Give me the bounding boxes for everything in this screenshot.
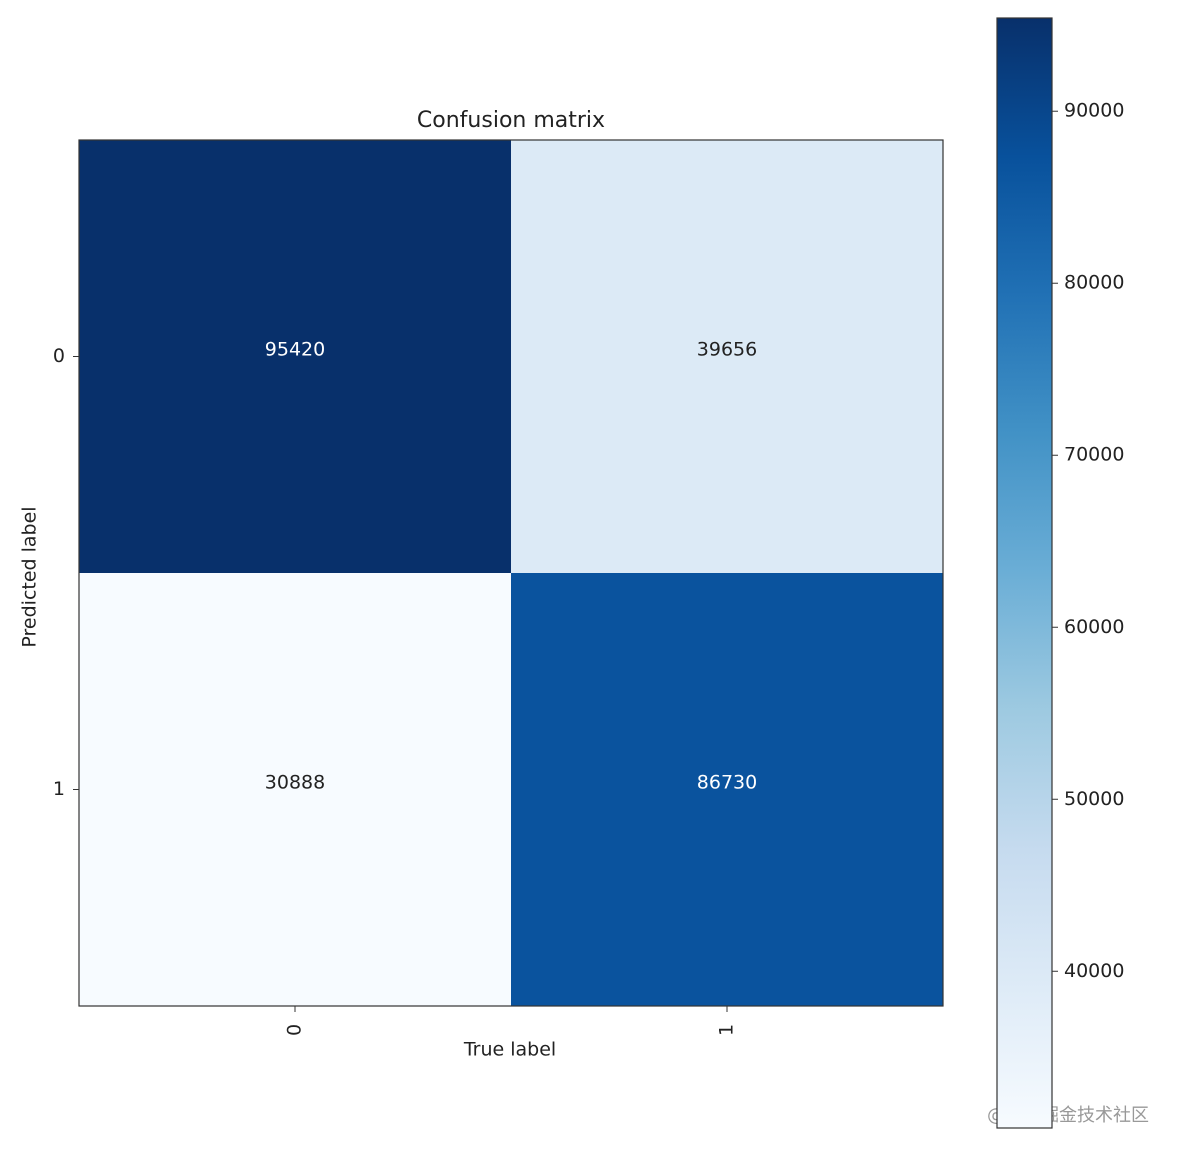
x-tick-label: 0 <box>284 1024 306 1036</box>
cell-label: 95420 <box>265 339 325 361</box>
colorbar-tick-label: 70000 <box>1064 444 1124 466</box>
colorbar-tick-label: 80000 <box>1064 272 1124 294</box>
cell <box>511 573 944 1007</box>
y-axis-label: Predicted label <box>19 506 41 647</box>
cell <box>511 140 944 574</box>
plot-frame <box>78 139 944 1007</box>
x-axis-label: True label <box>463 1039 556 1061</box>
y-tick-label: 1 <box>53 778 65 800</box>
cell-label: 30888 <box>265 772 325 794</box>
colorbar <box>996 17 1053 1129</box>
cell <box>79 140 512 574</box>
colorbar-tick-label: 40000 <box>1064 960 1124 982</box>
chart-title: Confusion matrix <box>417 108 605 133</box>
colorbar-tick-label: 90000 <box>1064 100 1124 122</box>
cell <box>79 573 512 1007</box>
y-tick-label: 0 <box>53 345 65 367</box>
colorbar-tick-label: 50000 <box>1064 788 1124 810</box>
colorbar-tick-label: 60000 <box>1064 616 1124 638</box>
cell-label: 86730 <box>697 772 757 794</box>
cell-label: 39656 <box>697 339 757 361</box>
x-tick-label: 1 <box>716 1024 738 1036</box>
